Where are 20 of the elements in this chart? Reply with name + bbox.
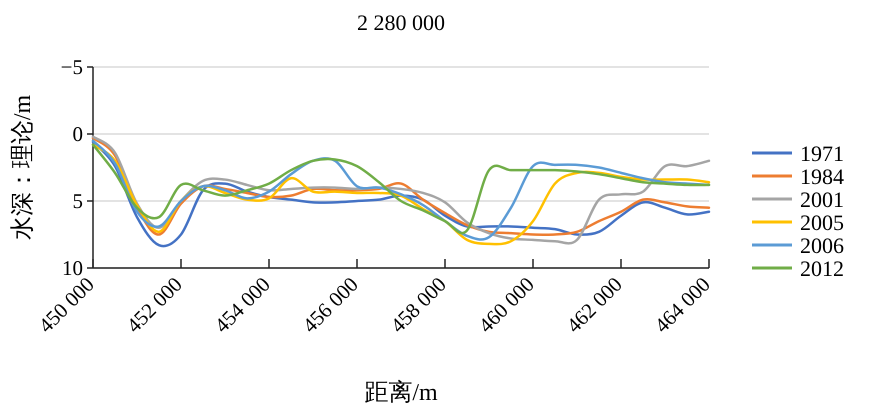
x-tick-label: 464 000 bbox=[650, 272, 715, 338]
legend-label: 1971 bbox=[800, 141, 844, 166]
x-tick-label: 462 000 bbox=[562, 272, 627, 338]
x-tick-label: 452 000 bbox=[122, 272, 187, 338]
y-tick-label: −5 bbox=[60, 55, 83, 79]
x-axis-title: 距离/m bbox=[364, 379, 438, 406]
y-tick-label: 5 bbox=[72, 189, 83, 213]
y-tick-label: 10 bbox=[62, 256, 83, 280]
legend-label: 2001 bbox=[800, 187, 844, 212]
legend-label: 2006 bbox=[800, 233, 844, 258]
y-axis-title: 水深：理论/m bbox=[10, 94, 36, 240]
x-tick-label: 458 000 bbox=[386, 272, 451, 338]
y-tick-label: 0 bbox=[72, 122, 83, 146]
legend-label: 2005 bbox=[800, 210, 844, 235]
legend-label: 1984 bbox=[800, 164, 844, 189]
x-tick-label: 454 000 bbox=[210, 272, 275, 338]
chart-title: 2 280 000 bbox=[357, 10, 445, 35]
x-tick-label: 460 000 bbox=[474, 272, 539, 338]
x-tick-label: 456 000 bbox=[298, 272, 363, 338]
legend-label: 2012 bbox=[800, 256, 844, 281]
